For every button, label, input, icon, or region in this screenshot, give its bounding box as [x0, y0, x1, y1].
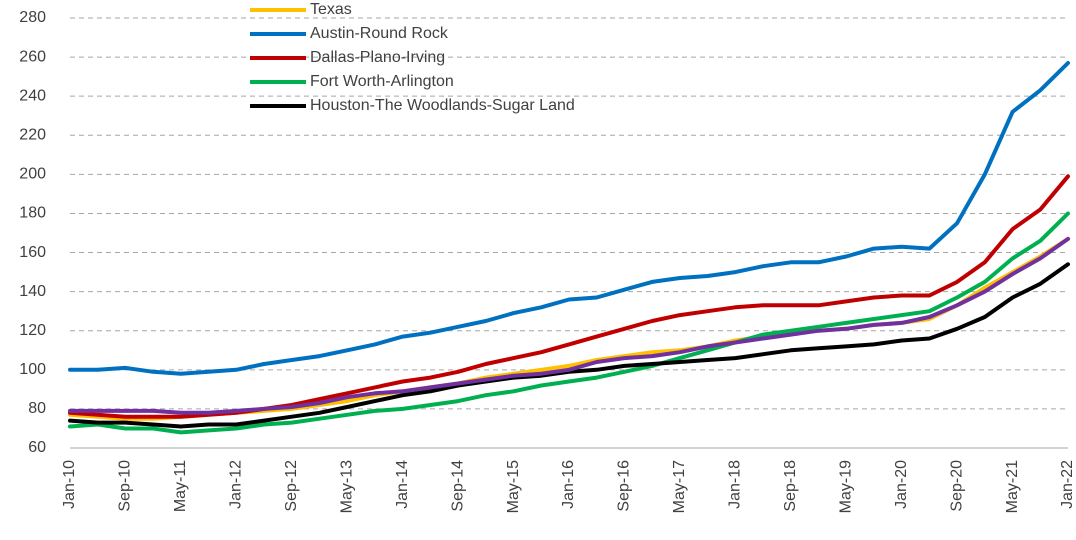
y-tick-label: 200 — [19, 166, 46, 183]
x-tick-label: Jan-14 — [394, 460, 411, 509]
x-tick-label: Jan-18 — [727, 460, 744, 509]
y-tick-label: 280 — [19, 9, 46, 26]
x-tick-label: May-19 — [837, 460, 854, 513]
x-tick-label: Jan-20 — [893, 460, 910, 509]
y-tick-label: 160 — [19, 244, 46, 261]
x-tick-label: Sep-18 — [782, 460, 799, 512]
x-tick-label: May-13 — [338, 460, 355, 513]
legend-label: Dallas-Plano-Irving — [310, 49, 445, 66]
x-tick-label: May-15 — [505, 460, 522, 513]
y-tick-label: 60 — [28, 439, 46, 456]
y-tick-label: 100 — [19, 361, 46, 378]
y-tick-label: 80 — [28, 400, 46, 417]
series-line — [68, 61, 1070, 376]
y-tick-label: 180 — [19, 205, 46, 222]
series-line — [68, 236, 1070, 421]
x-tick-label: Jan-10 — [61, 460, 78, 509]
legend-label: Austin-Round Rock — [310, 25, 449, 42]
x-tick-label: Jan-12 — [228, 460, 245, 509]
x-tick-label: May-11 — [172, 460, 189, 512]
y-tick-label: 260 — [19, 48, 46, 65]
legend-label: Texas — [310, 1, 352, 18]
series-line — [68, 211, 1070, 435]
y-tick-label: 220 — [19, 126, 46, 143]
x-tick-label: Jan-22 — [1059, 460, 1076, 509]
y-tick-label: 120 — [19, 322, 46, 339]
x-tick-label: Jan-16 — [560, 460, 577, 509]
x-tick-label: Sep-12 — [283, 460, 300, 512]
series-line — [68, 236, 1070, 415]
x-tick-label: May-17 — [671, 460, 688, 513]
y-tick-label: 240 — [19, 87, 46, 104]
x-tick-label: Sep-10 — [117, 460, 134, 512]
legend-label: Fort Worth-Arlington — [310, 73, 454, 90]
x-tick-label: Sep-20 — [948, 460, 965, 512]
legend-label: Houston-The Woodlands-Sugar Land — [310, 97, 575, 114]
y-tick-label: 140 — [19, 283, 46, 300]
x-tick-label: May-21 — [1004, 460, 1021, 513]
x-tick-label: Sep-16 — [616, 460, 633, 512]
x-tick-label: Sep-14 — [449, 460, 466, 512]
